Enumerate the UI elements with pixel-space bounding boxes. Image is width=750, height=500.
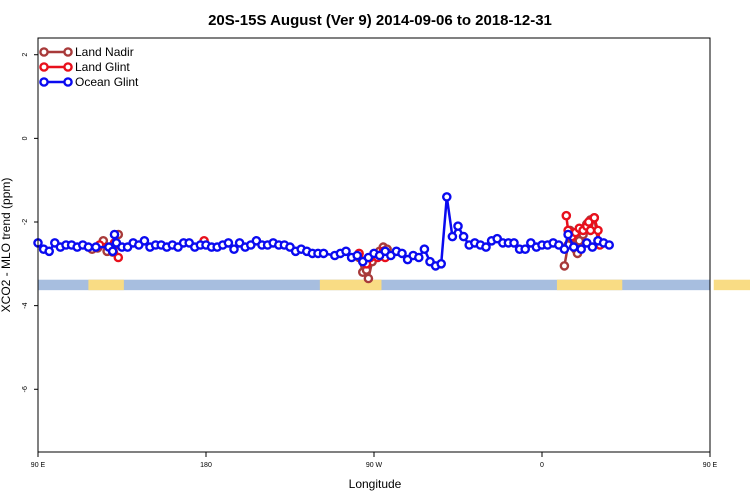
data-point	[576, 244, 587, 254]
data-point	[441, 192, 452, 202]
data-point	[563, 229, 573, 240]
data-point	[352, 250, 363, 261]
legend-label: Land Glint	[75, 60, 130, 74]
y-tick-label: 0	[22, 136, 29, 140]
legend-swatch-marker	[63, 47, 73, 57]
chart-title: 20S-15S August (Ver 9) 2014-09-06 to 201…	[208, 12, 552, 29]
x-axis-label: Longitude	[349, 477, 402, 491]
data-point	[509, 238, 519, 248]
legend-swatch-marker	[39, 62, 49, 72]
data-point	[419, 244, 430, 254]
surface-band	[38, 279, 750, 291]
data-point	[559, 261, 570, 271]
data-point	[83, 242, 94, 252]
x-tick-label: 0	[540, 462, 544, 469]
data-point	[561, 210, 572, 221]
legend-swatch-marker	[39, 77, 49, 87]
data-point	[413, 252, 424, 263]
x-tick-label: 90 W	[366, 462, 383, 469]
legend-label: Ocean Glint	[75, 75, 139, 89]
x-tick-label: 90 E	[31, 462, 46, 469]
data-point	[568, 242, 579, 252]
data-point	[109, 229, 120, 240]
x-tick-label: 180	[200, 462, 212, 469]
legend-item-land-nadir: Land Nadir	[39, 45, 134, 59]
data-point	[318, 248, 329, 259]
data-point	[44, 246, 55, 257]
data-point	[363, 273, 374, 284]
legend-swatch-marker	[63, 77, 73, 87]
data-point	[139, 235, 150, 246]
land-band-segment	[319, 279, 382, 291]
x-axis: 90 E 180 90 W 0 90 E	[31, 452, 718, 469]
data-point	[589, 212, 600, 223]
y-tick-label: -2	[22, 219, 29, 225]
legend-item-land-glint: Land Glint	[39, 60, 130, 74]
data-point	[91, 242, 101, 252]
data-point	[113, 252, 124, 263]
y-tick-label: -4	[22, 302, 29, 308]
data-point	[604, 240, 615, 250]
x-tick-label: 90 E	[703, 462, 718, 469]
legend-swatch-marker	[39, 47, 49, 57]
legend-item-ocean-glint: Ocean Glint	[39, 75, 139, 89]
data-point	[585, 225, 596, 236]
land-band-segment	[713, 279, 750, 291]
y-tick-label: -6	[22, 386, 29, 392]
y-axis-label: XCO2 - MLO trend (ppm)	[0, 178, 13, 313]
data-point	[481, 242, 491, 252]
data-point	[453, 221, 463, 231]
data-point	[593, 225, 603, 236]
data-point	[436, 258, 447, 269]
data-point	[447, 231, 458, 242]
data-point	[397, 248, 407, 259]
legend-swatch-marker	[63, 62, 73, 72]
data-point	[520, 244, 531, 254]
series-ocean-glint	[33, 192, 615, 271]
data-point	[341, 246, 351, 257]
data-point	[223, 238, 234, 248]
legend: Land Nadir Land Glint Ocean Glint	[39, 45, 139, 89]
legend-label: Land Nadir	[75, 45, 134, 59]
y-axis: 2 0 -2 -4 -6	[22, 53, 38, 392]
data-point	[587, 242, 598, 252]
y-tick-label: 2	[22, 53, 29, 57]
data-point	[458, 231, 469, 242]
data-point	[559, 244, 570, 254]
series-layer	[33, 192, 615, 284]
land-band-segment	[88, 279, 124, 291]
land-band-segment	[556, 279, 623, 291]
data-point	[107, 246, 118, 257]
data-point	[229, 244, 239, 254]
